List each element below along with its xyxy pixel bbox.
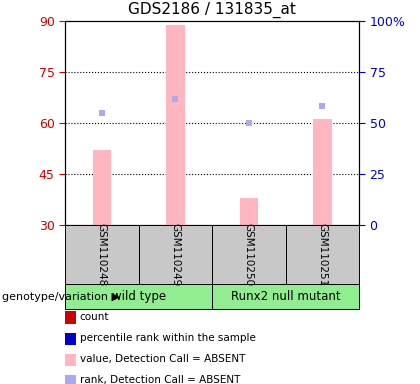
Text: Runx2 null mutant: Runx2 null mutant	[231, 290, 341, 303]
Text: count: count	[80, 312, 109, 322]
Bar	[166, 25, 184, 225]
Text: percentile rank within the sample: percentile rank within the sample	[80, 333, 256, 343]
Text: wild type: wild type	[112, 290, 165, 303]
Bar	[93, 150, 111, 225]
Text: GSM110250: GSM110250	[244, 223, 254, 286]
Text: GSM110248: GSM110248	[97, 223, 107, 286]
Text: value, Detection Call = ABSENT: value, Detection Call = ABSENT	[80, 354, 245, 364]
Title: GDS2186 / 131835_at: GDS2186 / 131835_at	[128, 2, 296, 18]
Text: GSM110251: GSM110251	[318, 223, 327, 286]
Text: genotype/variation ▶: genotype/variation ▶	[2, 291, 120, 302]
Text: rank, Detection Call = ABSENT: rank, Detection Call = ABSENT	[80, 375, 240, 384]
Bar	[240, 197, 258, 225]
Bar	[313, 119, 331, 225]
Text: GSM110249: GSM110249	[171, 223, 180, 286]
